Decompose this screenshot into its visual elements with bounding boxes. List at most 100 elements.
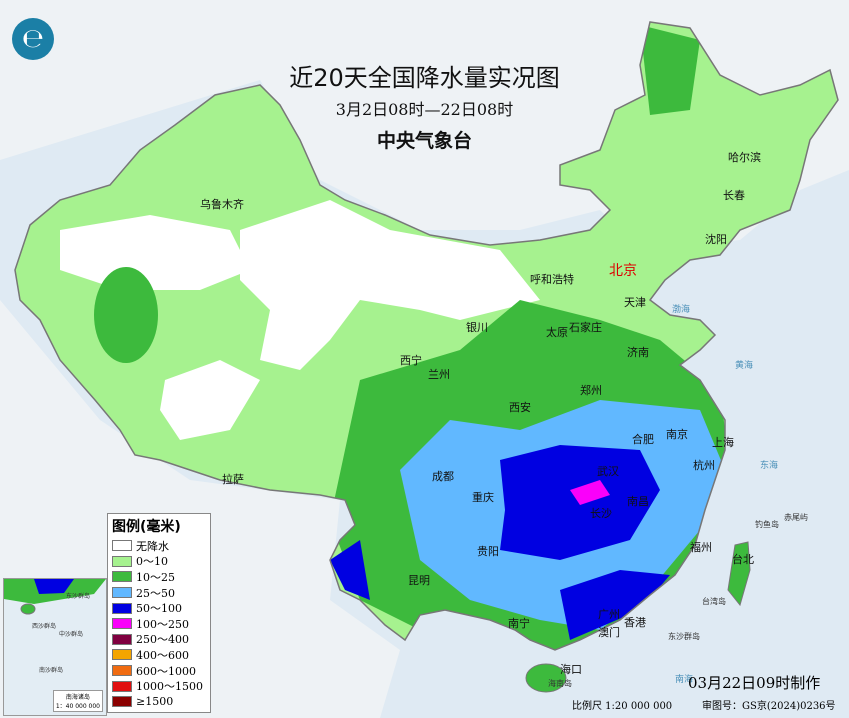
island-label: 台湾岛 [702,597,726,606]
legend-label: 50～100 [136,602,182,616]
legend-swatch [112,696,132,708]
production-time: 03月22日09时制作 [688,674,821,692]
rain-100-250 [570,480,610,505]
city-label: 广州 [598,608,620,621]
city-label: 南京 [666,428,688,441]
map-scale: 比例尺 1:20 000 000 [572,701,673,712]
inset-label: 南沙群岛 [39,667,64,674]
city-label: 哈尔滨 [728,151,761,164]
city-label: 拉萨 [222,473,244,486]
legend-swatch [112,618,132,630]
legend-item: 无降水 [112,538,206,554]
city-label: 兰州 [428,368,450,381]
cma-logo-icon: ℮ [12,18,54,60]
legend-label: 250～400 [136,633,189,647]
city-label: 武汉 [597,465,619,478]
city-label: 上海 [712,436,734,449]
map-period: 3月2日08时—22日08时 [335,100,514,119]
south-china-sea-inset: 西沙群岛 中沙群岛 南沙群岛 东沙群岛 南海诸岛 1：40 000 000 [3,578,107,716]
island-label: 海南岛 [548,679,572,688]
rain-50-100-yunnan [330,540,370,600]
legend-swatch [112,555,132,567]
legend-item: 0～10 [112,554,206,570]
city-label: 呼和浩特 [530,273,574,286]
taiwan-island [727,541,751,607]
city-label: 郑州 [580,384,602,397]
inset-title: 南海诸岛 [65,694,90,701]
legend-swatch [112,587,132,599]
inset-caption: 南海诸岛 1：40 000 000 [52,690,103,712]
city-label: 天津 [624,296,646,309]
legend: 图例(毫米) 无降水 0～10 10～25 25～50 50～100 100～250 250… [107,513,211,713]
city-label: 海口 [560,663,582,676]
legend-label: 25～50 [136,586,175,600]
city-label: 西宁 [400,354,422,367]
legend-item: 100～250 [112,616,206,632]
legend-label: 0～10 [136,555,168,569]
city-label: 福州 [690,541,712,554]
hainan-island [525,663,567,693]
city-label: 乌鲁木齐 [200,198,244,211]
city-label: 香港 [624,616,646,629]
rain-10-25-tibet [94,267,158,363]
inset-label: 西沙群岛 [32,623,57,630]
city-label: 贵阳 [477,545,499,558]
legend-label: ≥1500 [136,695,174,709]
legend-item: 10～25 [112,569,206,585]
city-label: 成都 [432,470,454,483]
inset-map [4,579,106,615]
legend-item: 25～50 [112,585,206,601]
legend-swatch [112,571,132,583]
no-rain-tibet [160,360,260,440]
legend-item: 600～1000 [112,663,206,679]
sea-label: 黄海 [735,361,754,371]
city-label: 重庆 [472,491,494,504]
island-label: 钓鱼岛 [755,520,779,529]
legend-item: 50～100 [112,600,206,616]
city-label: 澳门 [598,626,620,639]
legend-item: 250～400 [112,632,206,648]
sea-label: 渤海 [672,305,691,315]
legend-label: 400～600 [136,648,189,662]
no-rain-tarim [60,215,250,290]
city-label: 昆明 [408,574,430,587]
city-label: 太原 [546,326,568,339]
legend-label: 1000～1500 [136,680,203,694]
city-label: 石家庄 [569,321,602,334]
legend-swatch [112,633,132,645]
no-rain-northwest [240,200,540,370]
island-label: 赤尾屿 [784,513,808,522]
legend-item: 400～600 [112,647,206,663]
legend-swatch [112,602,132,614]
city-label: 银川 [466,321,488,334]
legend-swatch [112,680,132,692]
approval-number: 审图号：GS京(2024)0236号 [702,701,836,712]
legend-item: 1000～1500 [112,678,206,694]
city-label: 合肥 [632,433,654,446]
city-label: 沈阳 [705,233,727,246]
legend-swatch [112,665,132,677]
legend-item: ≥1500 [112,694,206,710]
inset-label: 东沙群岛 [66,593,91,600]
map-agency: 中央气象台 [376,130,472,152]
city-label: 长沙 [590,507,612,520]
island-label: 东沙群岛 [668,632,700,641]
rain-50-100-guangdong [560,570,670,640]
city-label: 济南 [627,346,649,359]
city-label: 杭州 [693,459,715,472]
sea-label: 东海 [760,461,779,471]
city-label: 南宁 [508,617,530,630]
city-label: 北京 [609,263,637,279]
city-label: 西安 [509,401,531,414]
legend-title: 图例(毫米) [112,519,181,535]
city-label: 台北 [732,553,754,566]
city-label: 南昌 [627,495,649,508]
legend-label: 10～25 [136,570,175,584]
sea-label: 南海 [675,675,694,685]
legend-swatch [112,649,132,661]
legend-label: 600～1000 [136,664,196,678]
city-label: 长春 [723,189,745,202]
map-title: 近20天全国降水量实况图 [289,64,560,92]
legend-label: 无降水 [136,539,169,553]
